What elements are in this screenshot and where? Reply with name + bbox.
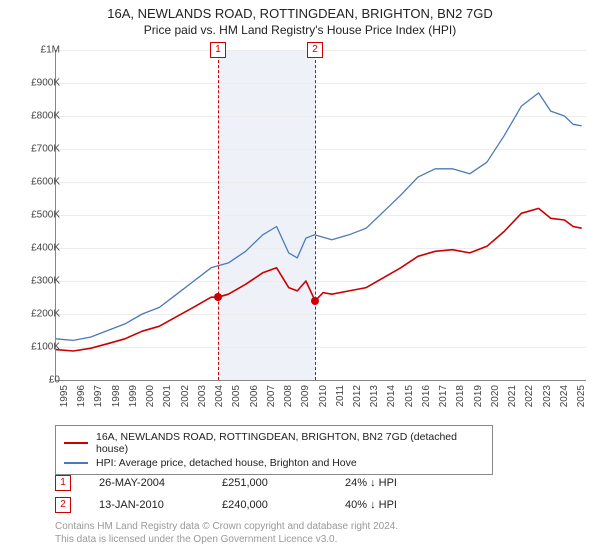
x-tick-label: 1996	[76, 385, 87, 407]
x-tick-label: 2006	[249, 385, 260, 407]
y-tick-label: £600K	[10, 177, 60, 188]
x-tick-label: 2021	[507, 385, 518, 407]
sales-table: 1 26-MAY-2004 £251,000 24% ↓ HPI 2 13-JAN-201…	[55, 472, 440, 516]
legend-swatch	[64, 442, 88, 444]
x-tick-label: 2010	[318, 385, 329, 407]
chart-container: 16A, NEWLANDS ROAD, ROTTINGDEAN, BRIGHTO…	[0, 0, 600, 560]
x-tick-label: 2004	[214, 385, 225, 407]
x-tick-label: 2000	[145, 385, 156, 407]
legend-label: 16A, NEWLANDS ROAD, ROTTINGDEAN, BRIGHTO…	[96, 431, 484, 455]
footer-line2: This data is licensed under the Open Gov…	[55, 533, 398, 546]
sale-marker: 1	[55, 475, 71, 491]
event-vline	[218, 50, 219, 380]
hpi-line	[56, 93, 582, 341]
y-tick-label: £300K	[10, 276, 60, 287]
sale-date: 26-MAY-2004	[99, 477, 194, 489]
sale-row: 1 26-MAY-2004 £251,000 24% ↓ HPI	[55, 472, 440, 494]
subject-line	[56, 208, 582, 351]
x-tick-label: 2013	[369, 385, 380, 407]
y-tick-label: £400K	[10, 243, 60, 254]
x-tick-label: 2016	[421, 385, 432, 407]
x-tick-label: 2023	[542, 385, 553, 407]
sale-price: £251,000	[222, 477, 317, 489]
x-tick-label: 2015	[404, 385, 415, 407]
x-tick-label: 2012	[352, 385, 363, 407]
x-tick-label: 2020	[490, 385, 501, 407]
sale-delta: 40% ↓ HPI	[345, 499, 440, 511]
sale-date: 13-JAN-2010	[99, 499, 194, 511]
y-tick-label: £1M	[10, 45, 60, 56]
x-tick-label: 1995	[59, 385, 70, 407]
x-tick-label: 2019	[473, 385, 484, 407]
event-vline	[315, 50, 316, 380]
legend-label: HPI: Average price, detached house, Brig…	[96, 457, 357, 469]
x-tick-label: 2007	[266, 385, 277, 407]
x-tick-label: 1998	[111, 385, 122, 407]
event-marker: 1	[210, 42, 226, 58]
x-tick-label: 2011	[335, 385, 346, 407]
legend: 16A, NEWLANDS ROAD, ROTTINGDEAN, BRIGHTO…	[55, 425, 493, 475]
event-dot	[214, 293, 222, 301]
event-dot	[311, 297, 319, 305]
sale-row: 2 13-JAN-2010 £240,000 40% ↓ HPI	[55, 494, 440, 516]
x-tick-label: 2008	[283, 385, 294, 407]
chart-title: 16A, NEWLANDS ROAD, ROTTINGDEAN, BRIGHTO…	[0, 0, 600, 23]
x-tick-label: 2017	[438, 385, 449, 407]
x-tick-label: 2018	[455, 385, 466, 407]
plot-area: 12	[55, 50, 586, 381]
y-tick-label: £900K	[10, 78, 60, 89]
x-tick-label: 2001	[162, 385, 173, 407]
y-tick-label: £0	[10, 375, 60, 386]
y-tick-label: £800K	[10, 111, 60, 122]
x-tick-label: 2003	[197, 385, 208, 407]
y-tick-label: £100K	[10, 342, 60, 353]
sale-delta: 24% ↓ HPI	[345, 477, 440, 489]
legend-swatch	[64, 462, 88, 464]
x-tick-label: 1999	[128, 385, 139, 407]
x-tick-label: 2024	[559, 385, 570, 407]
legend-row: 16A, NEWLANDS ROAD, ROTTINGDEAN, BRIGHTO…	[64, 430, 484, 456]
x-tick-label: 1997	[93, 385, 104, 407]
footer-line1: Contains HM Land Registry data © Crown c…	[55, 520, 398, 533]
legend-row: HPI: Average price, detached house, Brig…	[64, 456, 484, 470]
x-tick-label: 2014	[386, 385, 397, 407]
y-tick-label: £200K	[10, 309, 60, 320]
x-tick-label: 2002	[180, 385, 191, 407]
footer-attribution: Contains HM Land Registry data © Crown c…	[55, 520, 398, 546]
event-marker: 2	[307, 42, 323, 58]
x-tick-label: 2005	[231, 385, 242, 407]
chart-svg	[56, 50, 586, 380]
y-tick-label: £700K	[10, 144, 60, 155]
sale-price: £240,000	[222, 499, 317, 511]
x-tick-label: 2022	[524, 385, 535, 407]
x-tick-label: 2025	[576, 385, 587, 407]
y-tick-label: £500K	[10, 210, 60, 221]
sale-marker: 2	[55, 497, 71, 513]
x-tick-label: 2009	[300, 385, 311, 407]
chart-subtitle: Price paid vs. HM Land Registry's House …	[0, 23, 600, 41]
